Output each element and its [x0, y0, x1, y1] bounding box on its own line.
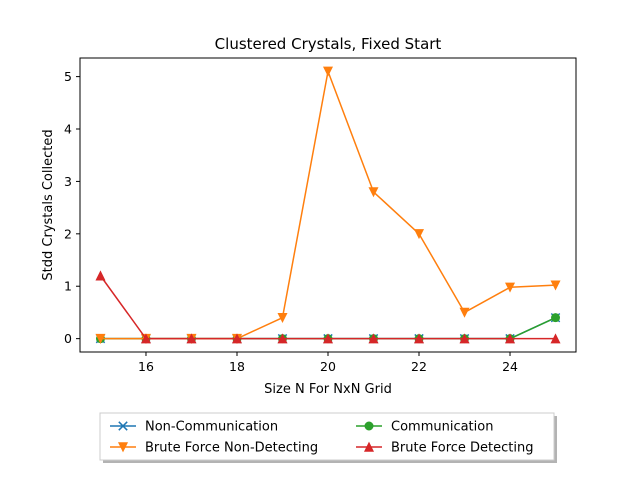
data-point: [368, 187, 379, 198]
legend-label: Communication: [391, 420, 493, 435]
data-point: [95, 333, 106, 344]
y-tick-label: 3: [64, 174, 72, 189]
legend-marker: [363, 441, 375, 452]
data-point: [322, 66, 334, 77]
data-point: [505, 282, 516, 293]
y-tick-label: 2: [64, 226, 72, 241]
legend-label: Brute Force Detecting: [391, 441, 534, 456]
legend-entry: Brute Force Detecting: [356, 441, 534, 456]
legend: Non-Communication Brute Force Non-Detecti…: [99, 412, 557, 463]
legend-box: [99, 412, 555, 461]
x-tick-label: 18: [229, 359, 245, 374]
data-point: [459, 307, 470, 318]
x-tick-label: 22: [411, 359, 427, 374]
x-axis: 16 18 20 22 24: [138, 352, 518, 374]
x-tick-label: 16: [138, 359, 154, 374]
legend-entry: Non-Communication: [110, 420, 278, 435]
x-axis-label: Size N For NxN Grid: [264, 382, 392, 397]
data-point: [413, 333, 425, 344]
data-point: [140, 333, 151, 344]
data-point: [551, 313, 561, 323]
series-line: [99, 275, 556, 340]
y-tick-label: 5: [64, 69, 72, 84]
y-axis: 0 1 2 3 4 5: [64, 69, 80, 346]
data-point: [550, 333, 561, 344]
data-point: [505, 333, 516, 344]
plot-area-frame: [79, 57, 577, 353]
data-point: [277, 312, 288, 323]
x-tick-label: 20: [320, 359, 336, 374]
series-brute-force-non-detecting: [95, 66, 561, 344]
y-axis-label: Stdd Crystals Collected: [41, 129, 56, 280]
x-tick-label: 24: [502, 359, 518, 374]
legend-entry: Communication: [356, 420, 493, 435]
series-line: [100, 70, 556, 340]
data-point: [368, 333, 379, 344]
data-point: [550, 280, 561, 291]
y-tick-label: 4: [64, 122, 72, 137]
data-point: [413, 229, 425, 240]
data-point: [186, 333, 197, 344]
legend-entry: Brute Force Non-Detecting: [110, 441, 318, 456]
series-layer: [95, 66, 561, 344]
chart-title: Clustered Crystals, Fixed Start: [215, 35, 442, 53]
data-point: [277, 333, 288, 344]
series-brute-force-detecting: [95, 270, 561, 344]
legend-marker: [117, 442, 129, 453]
data-point: [95, 270, 106, 281]
data-point: [459, 333, 470, 344]
legend-marker: [118, 421, 128, 431]
legend-label: Brute Force Non-Detecting: [145, 441, 318, 456]
data-point: [322, 333, 334, 344]
data-point: [231, 333, 243, 344]
y-tick-label: 1: [64, 279, 72, 294]
legend-marker: [364, 421, 374, 431]
legend-label: Non-Communication: [145, 420, 278, 435]
y-tick-label: 0: [64, 331, 72, 346]
